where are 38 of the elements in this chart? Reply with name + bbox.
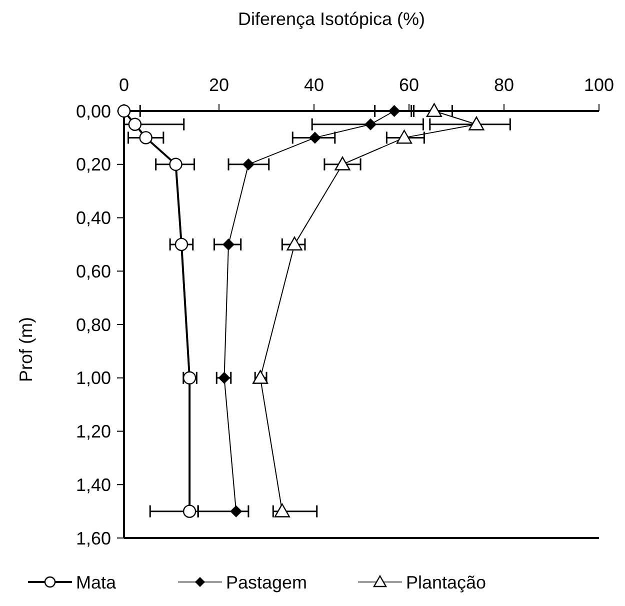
- point: [169, 158, 182, 171]
- point: [218, 372, 230, 384]
- point: [364, 118, 377, 130]
- y-tick-label: 0,20: [76, 154, 111, 175]
- point: [242, 158, 254, 170]
- point: [222, 238, 234, 250]
- legend-label: Plantação: [406, 572, 486, 592]
- legend-label: Pastagem: [226, 572, 308, 592]
- point: [286, 236, 302, 250]
- point: [128, 118, 142, 131]
- point: [334, 156, 350, 170]
- x-tick-label: 100: [584, 75, 614, 95]
- y-tick-label: 0,60: [76, 261, 111, 282]
- y-tick-label: 0,80: [76, 314, 111, 335]
- point: [274, 504, 290, 518]
- y-axis-title: Prof (m): [16, 317, 36, 382]
- x-axis-title: Diferença Isotópica (%): [238, 9, 426, 29]
- point: [308, 132, 321, 144]
- y-tick-label: 1,40: [76, 474, 111, 495]
- x-tick-label: 60: [398, 75, 420, 95]
- point: [426, 103, 442, 117]
- point: [396, 130, 412, 144]
- y-tick-label: 0,00: [76, 101, 111, 122]
- point: [182, 504, 196, 518]
- legend-label: Mata: [76, 572, 118, 592]
- point: [388, 105, 400, 117]
- x-tick-label: 20: [208, 75, 230, 95]
- point: [230, 505, 242, 518]
- y-tick-label: 0,40: [76, 208, 111, 228]
- y-tick-label: 1,20: [76, 422, 111, 442]
- x-tick-label: 40: [304, 75, 324, 95]
- y-tick-label: 1,00: [76, 368, 111, 388]
- y-tick-label: 1,60: [76, 528, 111, 548]
- point: [468, 116, 484, 130]
- point: [139, 131, 152, 144]
- x-tick-label: 0: [118, 75, 130, 95]
- point: [174, 238, 188, 252]
- x-tick-label: 80: [494, 75, 514, 95]
